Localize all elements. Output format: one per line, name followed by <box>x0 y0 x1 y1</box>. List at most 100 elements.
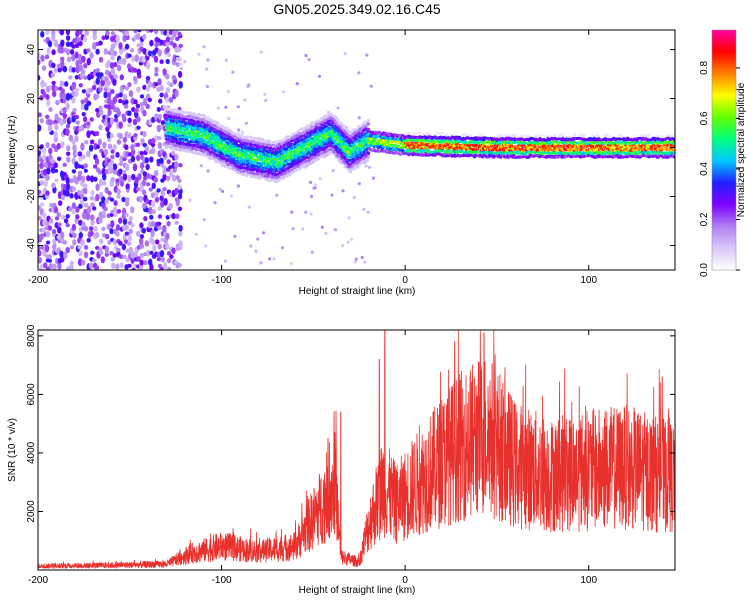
spectrogram-cell <box>101 196 106 204</box>
spectrogram-cell <box>103 148 109 157</box>
spectrogram-cell <box>82 35 88 43</box>
spectrogram-cell <box>77 245 82 250</box>
spectrogram-cell <box>156 124 162 133</box>
spectrogram-cell <box>132 75 138 81</box>
spectrogram-cell <box>65 92 71 101</box>
spectrogram-cell <box>69 245 75 250</box>
spectrogram-cell <box>313 183 317 187</box>
spectrogram-cell <box>205 84 209 89</box>
spectrogram-cell <box>77 164 82 169</box>
spectrogram-cell <box>46 47 51 55</box>
spectrogram-cell <box>168 96 174 103</box>
spectrogram-cell <box>135 33 141 40</box>
spectrogram-cell <box>118 240 123 246</box>
spectrogram-cell <box>86 237 91 243</box>
spectrogram-cell <box>95 48 100 55</box>
spectrogram-cell <box>178 224 183 232</box>
spectrogram-cell <box>468 134 473 138</box>
spectrogram-cell <box>178 162 183 168</box>
spectrogram-cell <box>142 109 147 117</box>
spectrogram-cell <box>57 226 62 234</box>
spectrogram-cell <box>103 48 108 55</box>
spectrogram-cell <box>59 250 64 259</box>
spectrogram-cell <box>157 49 162 57</box>
spectrogram-cell <box>74 114 80 120</box>
spectrogram-cell <box>89 52 94 59</box>
spectrogram-cell <box>71 44 76 49</box>
spectrogram-cell <box>119 262 124 269</box>
spectrogram-cell <box>110 89 115 94</box>
spectrogram-cell <box>515 135 519 139</box>
spectrogram-cell <box>229 194 233 198</box>
spectrogram-cell <box>165 58 170 65</box>
spectrogram-cell <box>154 169 159 177</box>
spectrogram-cell <box>74 51 79 59</box>
spectrogram-cell <box>506 133 510 137</box>
spectrogram-cell <box>57 99 62 104</box>
spectrogram-cell <box>237 128 241 132</box>
spectrogram-cell <box>111 262 116 270</box>
spectrogram-cell <box>100 256 106 264</box>
spectrogram-cell <box>179 66 183 70</box>
spectrogram-cell <box>153 30 159 35</box>
spectrogram-cell <box>124 212 129 218</box>
spectrogram-cell <box>162 68 167 76</box>
spectrogram-cell <box>170 150 176 156</box>
spectrogram-cell <box>58 200 63 206</box>
spectrogram-cell <box>90 250 95 255</box>
spectrogram-cell <box>53 162 58 169</box>
spectrogram-cell <box>174 30 179 34</box>
spectrogram-cell <box>365 159 370 162</box>
spectrogram-cell <box>101 167 107 176</box>
spectrogram-cell <box>133 133 138 138</box>
spectrogram-cell <box>78 232 84 239</box>
spectrogram-cell <box>38 59 41 66</box>
spectrogram-cell <box>47 40 53 48</box>
spectrogram-cell <box>136 116 141 123</box>
spectrogram-cell <box>74 87 80 93</box>
spectrogram-cell <box>103 91 108 99</box>
spectrogram-cell <box>44 54 50 60</box>
spectrogram-cell <box>159 59 164 65</box>
spectrogram-cell <box>90 202 95 208</box>
spectrogram-cell <box>143 260 148 266</box>
spectrogram-cell <box>88 226 94 232</box>
spectrogram-cell <box>100 78 106 87</box>
spectrogram-cell <box>81 154 86 160</box>
spectrogram-cell <box>550 134 554 138</box>
spectrogram-cell <box>95 193 100 202</box>
spectrogram-cell <box>122 156 127 162</box>
spectrogram-cell <box>259 50 263 54</box>
spectrogram-cell <box>106 59 111 67</box>
spectrogram-cell <box>157 225 162 231</box>
spectrogram-cell <box>77 189 82 196</box>
spectrogram-cell <box>369 84 373 88</box>
spectrogram-cell <box>90 139 95 145</box>
spectrogram-cell <box>178 230 183 237</box>
spectrogram-cell <box>139 162 145 170</box>
spectrogram-cell <box>53 131 58 139</box>
spectrogram-cell <box>127 174 132 183</box>
spectrogram-cell <box>143 215 148 222</box>
spectrogram-cell <box>80 238 85 247</box>
spectrogram-cell <box>177 262 182 268</box>
spectrogram-cell <box>113 61 118 68</box>
spectrogram-cell <box>71 186 77 192</box>
spectrogram-cell <box>90 214 95 221</box>
spectrogram-cell <box>83 183 88 189</box>
spectrogram-cell <box>177 184 182 190</box>
spectrogram-cell <box>218 187 222 191</box>
spectrogram-cell <box>165 46 170 54</box>
spectrogram-cell <box>150 192 155 199</box>
spectrogram-cell <box>116 194 121 199</box>
spectrogram-cell <box>77 258 83 267</box>
spectrogram-cell <box>75 120 80 125</box>
spectrogram-cell <box>79 199 85 205</box>
spectrogram-cell <box>39 264 44 270</box>
spectrogram-cell <box>163 198 168 206</box>
spectrogram-cell <box>112 238 118 246</box>
spectrogram-cell <box>81 68 86 75</box>
spectrogram-cell <box>53 39 59 48</box>
spectrogram-cell <box>427 132 431 136</box>
spectrogram-cell <box>86 150 91 158</box>
